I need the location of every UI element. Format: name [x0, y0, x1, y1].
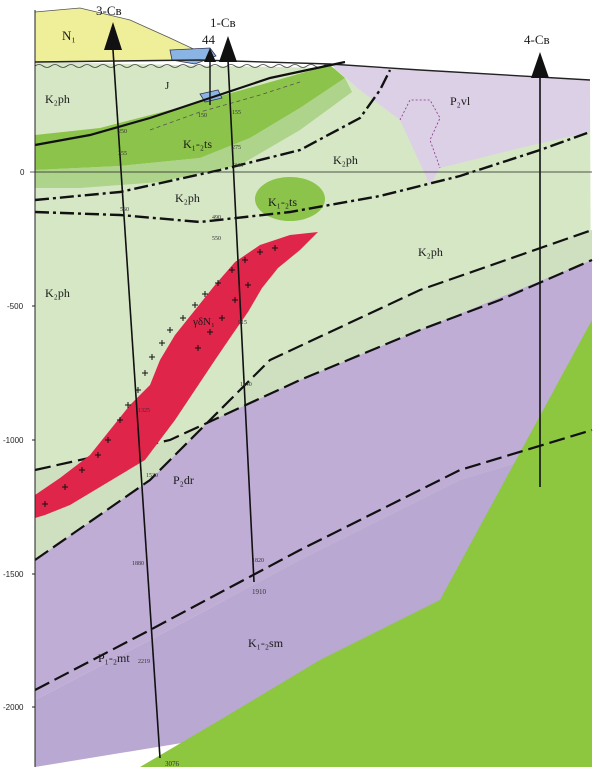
label-k12ts-2: K₁-₂ts [268, 195, 297, 209]
well-3-depth: 3076 [165, 760, 180, 767]
label-n1: N₁ [62, 28, 76, 43]
fault-upper [34, 60, 346, 147]
intrusion-cross [242, 257, 248, 263]
well-4-label: 4-Св [524, 32, 550, 47]
depth-tick-500: -500 [7, 302, 24, 311]
label-p12mt: P₁-₂mt [98, 651, 130, 665]
well-44-label: 44 [202, 32, 216, 47]
intrusion-cross [195, 345, 201, 351]
label-j: J [165, 80, 170, 92]
intrusion-cross [202, 291, 208, 297]
well-1 [219, 36, 255, 583]
ground-surface [34, 59, 591, 81]
intrusion-cross [232, 297, 238, 303]
well-1-depth: 1910 [252, 588, 267, 596]
label-p2vl: P₂vl [450, 94, 471, 108]
well-1-mark: 915 [238, 320, 247, 326]
intrusion-cross [257, 249, 263, 255]
well-1-mark: 346 [234, 163, 243, 169]
depth-tick-2000: -2000 [3, 703, 24, 712]
well-1-label: 1-Св [210, 15, 236, 30]
well-3-label: 3-Св [96, 3, 122, 18]
unit-intrusion-arm [110, 375, 195, 455]
intrusion-cross [272, 245, 278, 251]
depth-tick-1000: -1000 [3, 436, 24, 445]
intrusion-cross [142, 370, 148, 376]
intrusion-cross [149, 354, 155, 360]
label-k12ts-1: K₁-₂ts [183, 137, 212, 151]
intrusion-cross [105, 437, 111, 443]
intrusion-cross [95, 452, 101, 458]
well-3-mark: 560 [120, 207, 129, 213]
thrust-3 [34, 428, 593, 691]
intrusion-cross [245, 282, 251, 288]
unit-p2dr-area [35, 230, 592, 700]
intrusion-cross [215, 280, 221, 286]
well-3-mark: 1880 [132, 561, 144, 567]
depth-axis: 0 -500 -1000 -1500 -2000 [3, 10, 592, 767]
intrusion-cross [219, 315, 225, 321]
depth-tick-1500: -1500 [3, 570, 24, 579]
intrusion-cross [135, 387, 141, 393]
unit-k12ts-band-light [35, 78, 352, 188]
well-44-mark: 150 [198, 113, 207, 119]
intrusion-cross [229, 267, 235, 273]
well-1-mark: 550 [212, 236, 221, 242]
well-1-mark: 275 [232, 145, 241, 151]
intrusion-cross [192, 302, 198, 308]
well-1-mark: 490 [212, 215, 221, 221]
depth-tick-0: 0 [20, 168, 25, 177]
label-k2ph-1: K₂ph [45, 92, 70, 106]
well-3-mark: 250 [118, 129, 127, 135]
well-3-mark: 2219 [138, 659, 150, 665]
intrusion-cross [180, 315, 186, 321]
unit-p2vl-area [330, 64, 590, 185]
intrusion-cross [62, 484, 68, 490]
thrust-2 [34, 228, 593, 561]
label-k2ph-3: K₂ph [333, 153, 358, 167]
unit-lower-k2ph-area [35, 230, 592, 560]
well-3 [104, 22, 161, 759]
unit-intrusion [35, 232, 318, 518]
label-k12sm: K₁-₂sm [248, 636, 284, 650]
label-intrusion: γδN₁ [192, 316, 215, 328]
fault-middle [34, 130, 591, 224]
well-1-mark: 155 [232, 110, 241, 116]
p2vl-dotted-outline [399, 99, 441, 169]
well-3-mark: 1325 [138, 408, 150, 414]
well-4 [531, 52, 549, 487]
intrusion-cross [159, 340, 165, 346]
well-44 [204, 48, 216, 105]
unit-p12mt-area [35, 440, 592, 767]
intrusion-cross [167, 327, 173, 333]
unconformity-wavy [34, 64, 332, 68]
intrusion-cross [117, 417, 123, 423]
unit-k12ts-band [35, 65, 345, 170]
label-k2ph-5: K₂ph [45, 286, 70, 300]
label-p2dr: P₂dr [173, 473, 194, 487]
intrusion-cross [42, 501, 48, 507]
well-1-mark: 1140 [240, 382, 252, 388]
intrusion-cross [125, 402, 131, 408]
unit-k12ts-lens [255, 177, 325, 221]
well-3-mark: 1530 [146, 473, 158, 479]
well-3-mark: 355 [118, 151, 127, 157]
label-k2ph-2: K₂ph [175, 191, 200, 205]
label-k2ph-4: K₂ph [418, 245, 443, 259]
fault-p2vl [34, 69, 392, 202]
well-1-mark: 1820 [252, 558, 264, 564]
intrusion-cross [79, 467, 85, 473]
intrusion-cross [207, 329, 213, 335]
unit-k12sm-area [140, 320, 592, 767]
